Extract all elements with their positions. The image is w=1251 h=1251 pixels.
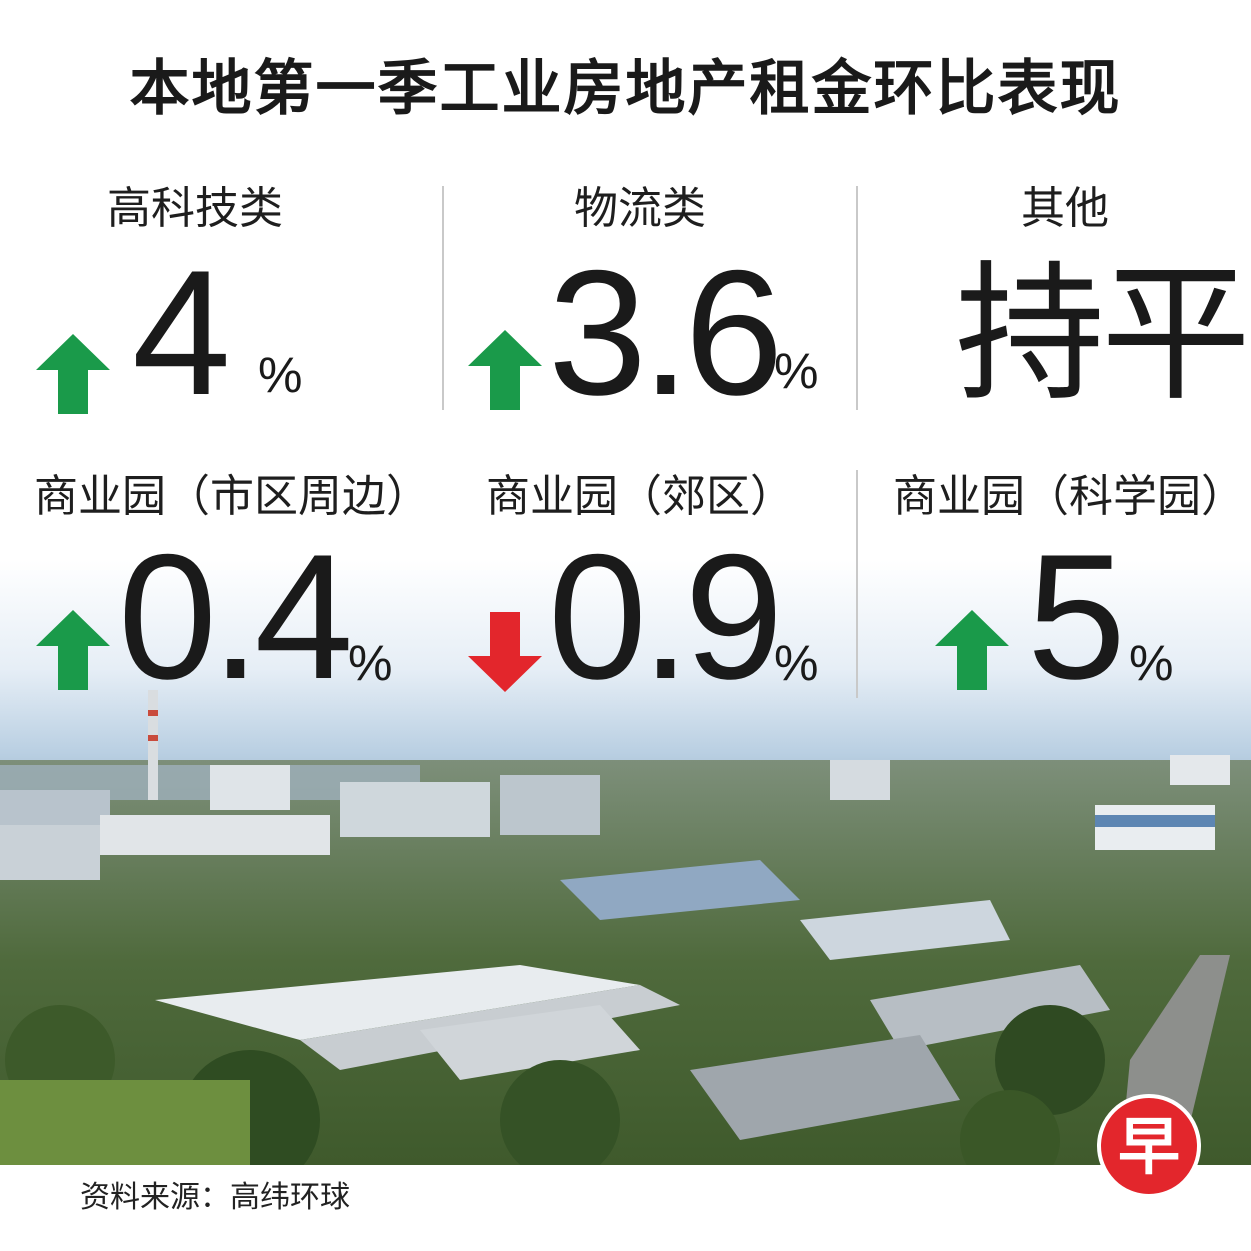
stat-cell-business-park-science-park: 商业园（科学园） 5 % <box>855 460 1251 710</box>
stat-cell-high-tech: 高科技类 4 % <box>0 172 420 422</box>
column-divider <box>442 186 444 410</box>
stat-label: 商业园（科学园） <box>893 471 1245 522</box>
stat-value: 4 <box>132 233 231 432</box>
column-divider <box>856 186 858 410</box>
percent-sign: % <box>348 635 393 691</box>
logo-text: 早 <box>1118 1110 1180 1183</box>
source-note: 资料来源：高纬环球 <box>80 1180 350 1215</box>
percent-sign: % <box>774 635 819 691</box>
down-arrow-icon <box>468 612 542 692</box>
stat-label: 高科技类 <box>107 183 283 234</box>
stat-value: 持平 <box>955 248 1251 422</box>
stat-label: 物流类 <box>574 183 706 234</box>
stat-label: 商业园（郊区） <box>486 471 794 522</box>
stat-label: 商业园（市区周边） <box>34 471 430 522</box>
stat-value: 3.6 <box>548 233 783 432</box>
up-arrow-icon <box>935 610 1009 690</box>
stat-cell-others: 其他 持平 <box>855 172 1251 422</box>
industrial-estate-photo <box>0 560 1251 1165</box>
percent-sign: % <box>1129 635 1174 691</box>
stat-value: 0.4 <box>118 517 353 716</box>
up-arrow-icon <box>36 610 110 690</box>
percent-sign: % <box>258 347 303 403</box>
stat-value: 0.9 <box>548 517 783 716</box>
up-arrow-icon <box>468 330 542 410</box>
up-arrow-icon <box>36 334 110 414</box>
column-divider <box>856 470 858 698</box>
stat-cell-logistics: 物流类 3.6 % <box>430 172 850 422</box>
stat-cell-business-park-suburban: 商业园（郊区） 0.9 % <box>430 460 850 710</box>
page-title: 本地第一季工业房地产租金环比表现 <box>129 54 1122 124</box>
zaobao-logo-icon: 早 <box>1097 1094 1201 1198</box>
stat-value: 5 <box>1027 517 1126 716</box>
stat-cell-business-park-city-fringe: 商业园（市区周边） 0.4 % <box>0 460 430 716</box>
percent-sign: % <box>774 343 819 399</box>
stat-label: 其他 <box>1021 183 1109 234</box>
